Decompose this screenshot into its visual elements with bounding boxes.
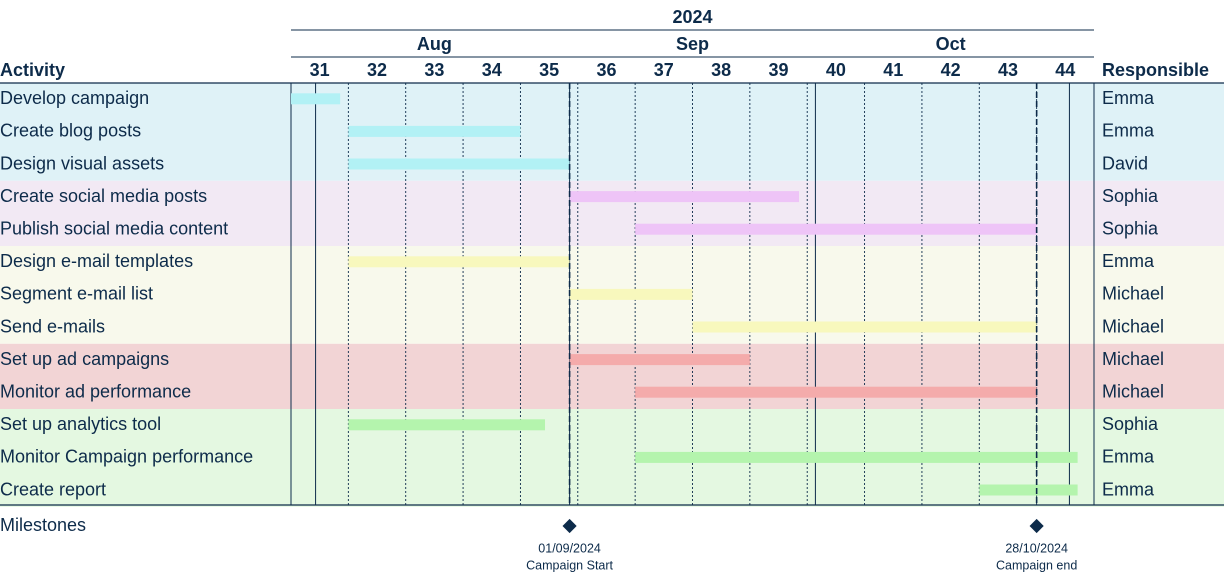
task-responsible: Emma — [1102, 251, 1155, 271]
week-label: 35 — [539, 60, 559, 80]
task-name: Design e-mail templates — [0, 251, 193, 271]
task-responsible: Sophia — [1102, 414, 1159, 434]
week-label: 40 — [826, 60, 846, 80]
week-label: 37 — [654, 60, 674, 80]
task-bar — [635, 223, 1037, 235]
milestones-label: Milestones — [0, 515, 86, 535]
week-label: 39 — [769, 60, 789, 80]
milestone-label: Campaign Start — [526, 558, 613, 572]
task-responsible: Emma — [1102, 447, 1155, 467]
task-bar — [348, 256, 570, 268]
task-name: Send e-mails — [0, 316, 105, 336]
task-bar — [692, 321, 1037, 333]
week-label: 38 — [711, 60, 731, 80]
task-bar — [635, 451, 1078, 463]
milestone-label: Campaign end — [996, 558, 1077, 572]
responsible-header: Responsible — [1102, 60, 1209, 80]
activity-header: Activity — [0, 60, 65, 80]
week-label: 44 — [1055, 60, 1075, 80]
task-name: Set up analytics tool — [0, 414, 161, 434]
task-responsible: Michael — [1102, 284, 1164, 304]
task-responsible: Michael — [1102, 316, 1164, 336]
task-bar — [348, 125, 521, 137]
week-label: 42 — [941, 60, 961, 80]
task-name: Segment e-mail list — [0, 284, 153, 304]
task-name: Publish social media content — [0, 218, 228, 238]
task-name: Monitor Campaign performance — [0, 447, 253, 467]
week-label: 33 — [424, 60, 444, 80]
task-responsible: Michael — [1102, 381, 1164, 401]
week-label: 34 — [482, 60, 502, 80]
month-label: Oct — [936, 34, 966, 54]
task-bar — [569, 288, 693, 300]
week-label: 41 — [883, 60, 903, 80]
task-name: Create report — [0, 479, 106, 499]
task-responsible: Sophia — [1102, 186, 1159, 206]
task-bar — [348, 419, 546, 431]
month-label: Sep — [676, 34, 709, 54]
task-responsible: David — [1102, 153, 1148, 173]
task-bar — [569, 354, 750, 366]
task-bar — [348, 158, 570, 170]
year-label: 2024 — [672, 7, 712, 27]
milestone-date: 01/09/2024 — [538, 541, 601, 555]
task-responsible: Emma — [1102, 121, 1155, 141]
week-label: 43 — [998, 60, 1018, 80]
week-label: 36 — [596, 60, 616, 80]
task-responsible: Sophia — [1102, 218, 1159, 238]
week-label: 32 — [367, 60, 387, 80]
group-band-1 — [0, 83, 1224, 181]
task-responsible: Emma — [1102, 479, 1155, 499]
month-label: Aug — [417, 34, 452, 54]
task-bar — [979, 484, 1078, 496]
milestone-marker — [1029, 518, 1044, 534]
task-responsible: Michael — [1102, 349, 1164, 369]
task-bar — [635, 386, 1037, 398]
task-name: Develop campaign — [0, 88, 149, 108]
week-label: 31 — [310, 60, 330, 80]
milestone-marker — [562, 518, 577, 534]
task-name: Create blog posts — [0, 121, 141, 141]
task-bar — [291, 93, 341, 105]
task-name: Monitor ad performance — [0, 381, 191, 401]
task-name: Design visual assets — [0, 153, 164, 173]
task-bar — [569, 191, 800, 203]
task-name: Create social media posts — [0, 186, 207, 206]
task-name: Set up ad campaigns — [0, 349, 169, 369]
task-responsible: Emma — [1102, 88, 1155, 108]
milestone-date: 28/10/2024 — [1005, 541, 1068, 555]
